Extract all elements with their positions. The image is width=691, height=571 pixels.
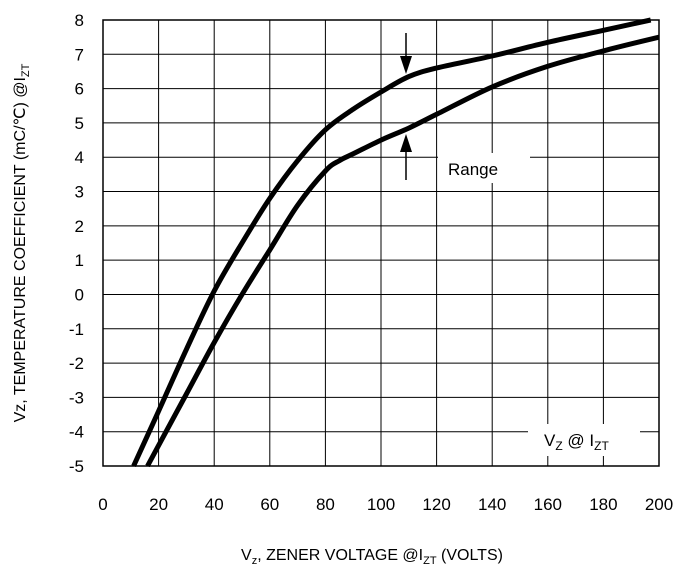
x-tick-label: 200 [645,495,673,514]
x-axis-title-sub1: z [252,555,258,567]
condition-label-v: V [544,431,556,450]
condition-label-mid: @ I [563,431,594,450]
x-tick-label: 40 [205,495,224,514]
range-arrows [400,33,412,180]
y-tick-label: -2 [69,354,84,373]
y-tick-label: 0 [75,285,84,304]
y-tick-label: 8 [75,11,84,30]
y-tick-label: -3 [69,388,84,407]
y-tick-label: 5 [75,114,84,133]
x-tick-label: 180 [589,495,617,514]
x-axis-title-sub2: ZT [423,555,437,567]
series [131,17,660,468]
y-tick-label: -4 [69,423,84,442]
condition-label: VZ @ IZT [544,431,609,453]
y-tick-label: 4 [75,148,84,167]
x-tick-label: 140 [478,495,506,514]
condition-annotation: VZ @ IZT [528,424,640,456]
range-annotation: Range [400,33,530,183]
x-axis-title-post: (VOLTS) [437,547,503,564]
y-axis-title-main: Vz, TEMPERATURE COEFFICIENT (mC/℃) @I [12,77,29,422]
y-tick-label: 7 [75,45,84,64]
range-arrow-up-icon [400,134,412,152]
x-tick-label: 100 [367,495,395,514]
x-tick-label: 0 [98,495,107,514]
condition-label-sub1: Z [555,439,562,453]
x-tick-label: 20 [149,495,168,514]
y-tick-label: 2 [75,217,84,236]
y-axis-title-sub: ZT [20,63,32,77]
x-tick-label: 160 [534,495,562,514]
condition-label-sub2: ZT [594,439,609,453]
condition-label-background [528,424,640,456]
y-tick-label: -5 [69,457,84,476]
range-label: Range [448,160,498,179]
plot-frame [102,19,660,467]
range-arrow-down-icon [400,56,412,74]
x-tick-label: 120 [422,495,450,514]
range-label-background [438,153,530,183]
x-tick-label: 60 [260,495,279,514]
y-tick-label: 6 [75,80,84,99]
x-axis-title-mid: , ZENER VOLTAGE @I [257,547,423,564]
upper-curve [131,17,652,468]
y-tick-label: 3 [75,183,84,202]
lower-curve [145,34,660,468]
tick-labels: 0 20 40 60 80 100 120 140 160 180 200 -5 -4 -3 -2 -1 0 1 2… [69,11,673,514]
y-axis-title: Vz, TEMPERATURE COEFFICIENT (mC/℃) @IZT [12,63,32,422]
x-axis-title-v: V [241,547,252,564]
x-axis-title: Vz, ZENER VOLTAGE @IZT (VOLTS) [241,547,503,567]
y-tick-label: 1 [75,251,84,270]
y-tick-label: -1 [69,320,84,339]
x-tick-label: 80 [316,495,335,514]
